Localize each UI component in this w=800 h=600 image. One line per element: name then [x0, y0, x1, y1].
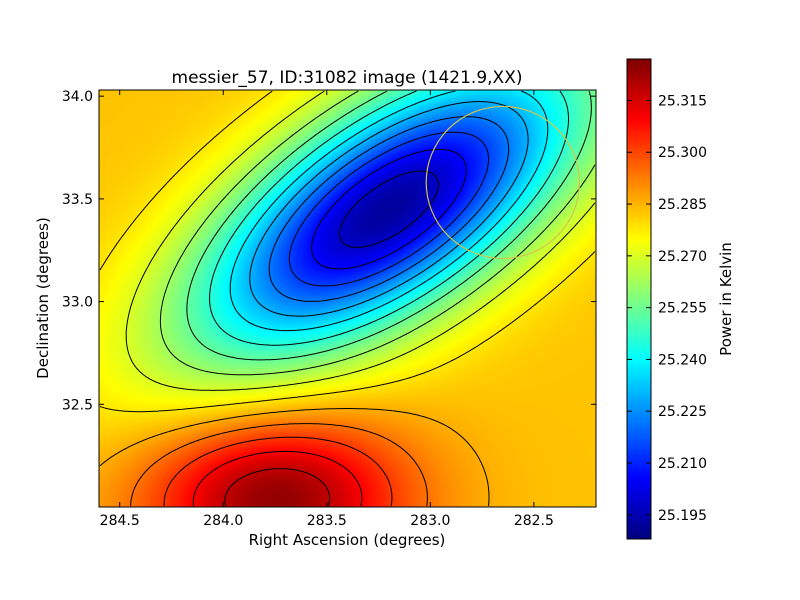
colorbar-tick-label: 25.240: [658, 352, 707, 368]
contour-line: [268, 116, 510, 302]
contour-lines: [99, 90, 596, 507]
y-tick-label: 33.5: [62, 192, 93, 208]
colorbar-tick-label: 25.255: [658, 301, 707, 317]
plot-frame: [98, 89, 597, 508]
colorbar-tick-label: 25.210: [658, 456, 707, 472]
y-tick-label: 33.0: [62, 295, 93, 311]
heatmap-image: [99, 90, 596, 507]
contour-line: [339, 170, 439, 248]
colorbar-ticks: 25.195 25.210 25.225 25.240 25.255 25.270 25.2…: [627, 93, 707, 524]
colorbar-frame: [626, 58, 652, 540]
contour-line: [99, 90, 596, 413]
y-axis-ticks: 32.5 33.0 33.5 34.0: [62, 89, 596, 413]
contour-line: [311, 148, 467, 270]
contour-line: [130, 423, 428, 507]
contour-line: [229, 90, 549, 332]
contour-line: [163, 436, 393, 507]
x-axis-label: Right Ascension (degrees): [249, 531, 446, 549]
colorbar-tick-label: 25.315: [658, 93, 707, 109]
plot-area: 284.5 284.0 283.5 283.0 282.5 32.5 33.0 33.5 34…: [62, 89, 597, 529]
x-tick-label: 283.0: [410, 513, 450, 529]
x-tick-label: 284.5: [100, 513, 140, 529]
colorbar-label: Power in Kelvin: [717, 242, 735, 356]
y-tick-label: 32.5: [62, 397, 93, 413]
colorbar-tick-label: 25.270: [658, 249, 707, 265]
x-tick-label: 283.5: [307, 513, 347, 529]
overlay-layer: [425, 105, 581, 260]
y-axis-label: Declination (degrees): [34, 217, 52, 379]
contour-line: [249, 101, 529, 317]
chart-title: messier_57, ID:31082 image (1421.9,XX): [172, 68, 523, 88]
x-tick-label: 284.0: [203, 513, 243, 529]
aperture-circle: [425, 105, 581, 260]
colorbar-tick-label: 25.300: [658, 145, 707, 161]
colorbar-gradient: [627, 59, 651, 539]
contour-line: [209, 90, 569, 346]
colorbar: 25.195 25.210 25.225 25.240 25.255 25.270 25.2…: [626, 58, 735, 540]
colorbar-tick-label: 25.285: [658, 197, 707, 213]
y-tick-label: 34.0: [62, 89, 93, 105]
x-axis-ticks: 284.5 284.0 283.5 283.0 282.5: [100, 90, 554, 529]
colorbar-tick-label: 25.225: [658, 404, 707, 420]
contour-line: [224, 468, 331, 507]
x-tick-label: 282.5: [514, 513, 554, 529]
contour-line: [192, 450, 363, 507]
contour-line: [186, 90, 592, 361]
colorbar-tick-label: 25.195: [658, 508, 707, 524]
contour-line: [159, 90, 596, 376]
contour-line: [99, 408, 490, 507]
contour-line: [125, 90, 596, 391]
